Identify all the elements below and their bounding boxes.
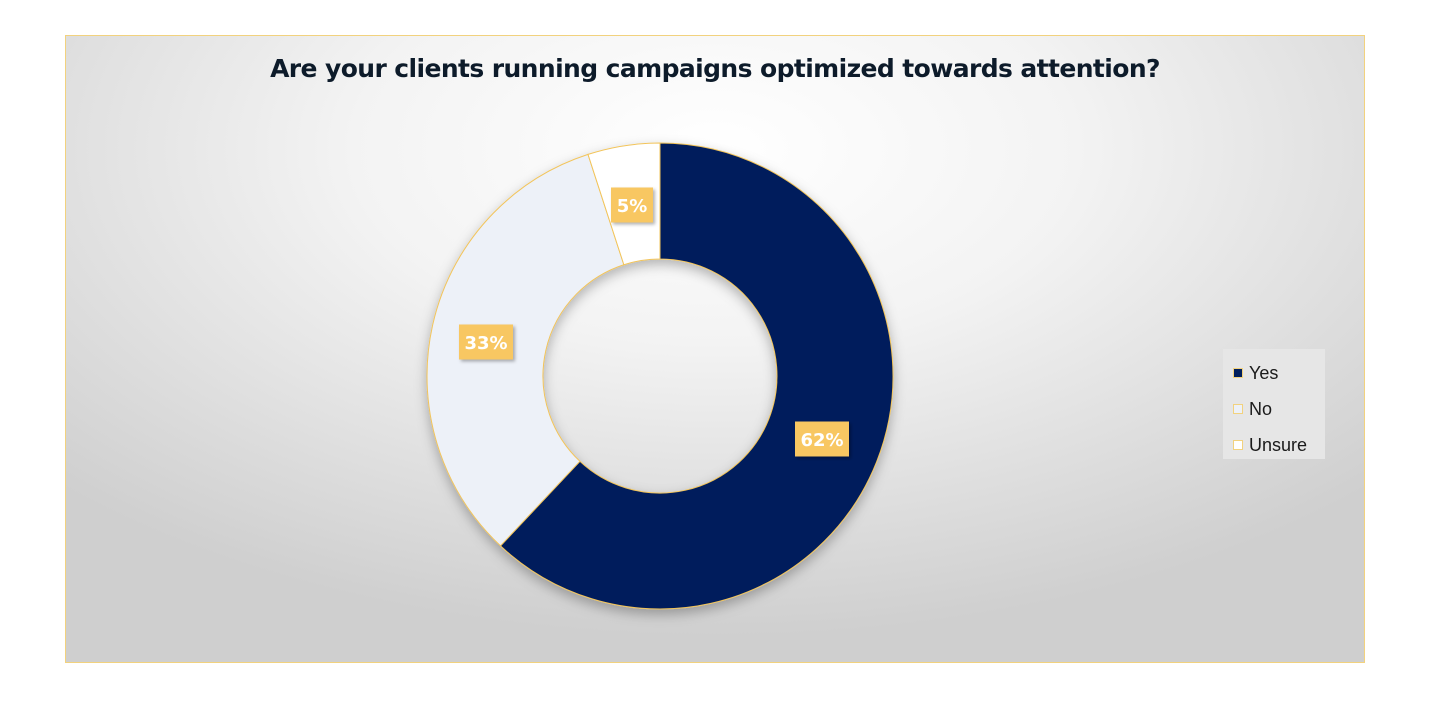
legend-item-no: No xyxy=(1233,391,1325,427)
legend-label-no: No xyxy=(1249,398,1273,419)
chart-title: Are your clients running campaigns optim… xyxy=(270,54,1160,83)
legend-item-yes: Yes xyxy=(1233,355,1325,391)
data-label-box-unsure xyxy=(611,187,653,223)
chart-area: Are your clients running campaigns optim… xyxy=(65,35,1365,663)
legend-label-unsure: Unsure xyxy=(1249,434,1308,455)
donut-slice-yes xyxy=(499,142,894,610)
data-label-text-no: 33% xyxy=(464,333,507,354)
legend-swatch-unsure xyxy=(1233,440,1243,450)
data-label-text-unsure: 5% xyxy=(617,196,648,217)
chart-legend: Yes No Unsure xyxy=(1223,349,1325,459)
data-label-yes: 62% xyxy=(795,421,849,457)
data-label-box-yes xyxy=(795,421,849,457)
data-label-text-yes: 62% xyxy=(800,430,843,451)
data-label-unsure: 5% xyxy=(611,187,653,223)
legend-item-unsure: Unsure xyxy=(1233,427,1325,463)
donut-chart: 62% 33% 5% xyxy=(426,142,894,610)
legend-swatch-yes xyxy=(1233,368,1243,378)
legend-label-yes: Yes xyxy=(1249,362,1279,383)
donut-slice-no xyxy=(426,153,625,547)
data-label-no: 33% xyxy=(459,324,513,360)
data-label-box-no xyxy=(459,324,513,360)
legend-swatch-no xyxy=(1233,404,1243,414)
